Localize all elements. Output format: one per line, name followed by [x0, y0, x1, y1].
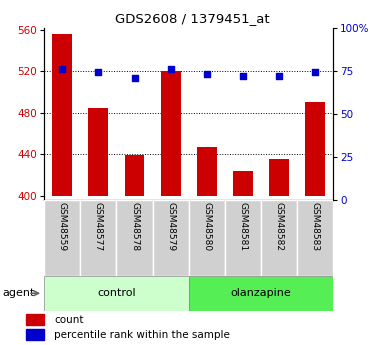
Text: agent: agent — [2, 288, 34, 298]
Point — [59, 66, 65, 72]
Point — [95, 70, 102, 75]
Text: GSM48559: GSM48559 — [58, 203, 67, 252]
Bar — [80, 200, 116, 276]
Point — [167, 66, 174, 72]
Bar — [26, 329, 44, 340]
Point — [204, 71, 210, 77]
Bar — [261, 200, 297, 276]
Text: GDS2608 / 1379451_at: GDS2608 / 1379451_at — [115, 12, 270, 25]
Bar — [44, 200, 80, 276]
Bar — [269, 159, 289, 196]
Point — [276, 73, 282, 79]
Bar — [197, 147, 217, 196]
Text: GSM48579: GSM48579 — [166, 203, 175, 252]
Bar — [89, 108, 108, 196]
Text: percentile rank within the sample: percentile rank within the sample — [54, 329, 230, 339]
Bar — [125, 155, 144, 196]
Text: GSM48581: GSM48581 — [238, 203, 247, 252]
Bar — [297, 200, 333, 276]
Point — [131, 75, 137, 80]
Bar — [189, 200, 225, 276]
Bar — [44, 276, 189, 310]
Text: control: control — [97, 288, 136, 298]
Point — [312, 70, 318, 75]
Bar — [189, 276, 333, 310]
Bar — [26, 314, 44, 325]
Bar — [225, 200, 261, 276]
Text: GSM48580: GSM48580 — [202, 203, 211, 252]
Bar — [116, 200, 152, 276]
Text: count: count — [54, 315, 84, 325]
Point — [240, 73, 246, 79]
Bar — [161, 71, 181, 196]
Bar — [152, 200, 189, 276]
Bar — [52, 34, 72, 196]
Text: olanzapine: olanzapine — [231, 288, 291, 298]
Text: GSM48577: GSM48577 — [94, 203, 103, 252]
Text: GSM48582: GSM48582 — [275, 203, 283, 252]
Text: GSM48578: GSM48578 — [130, 203, 139, 252]
Bar — [305, 102, 325, 196]
Bar — [233, 171, 253, 196]
Text: GSM48583: GSM48583 — [310, 203, 320, 252]
